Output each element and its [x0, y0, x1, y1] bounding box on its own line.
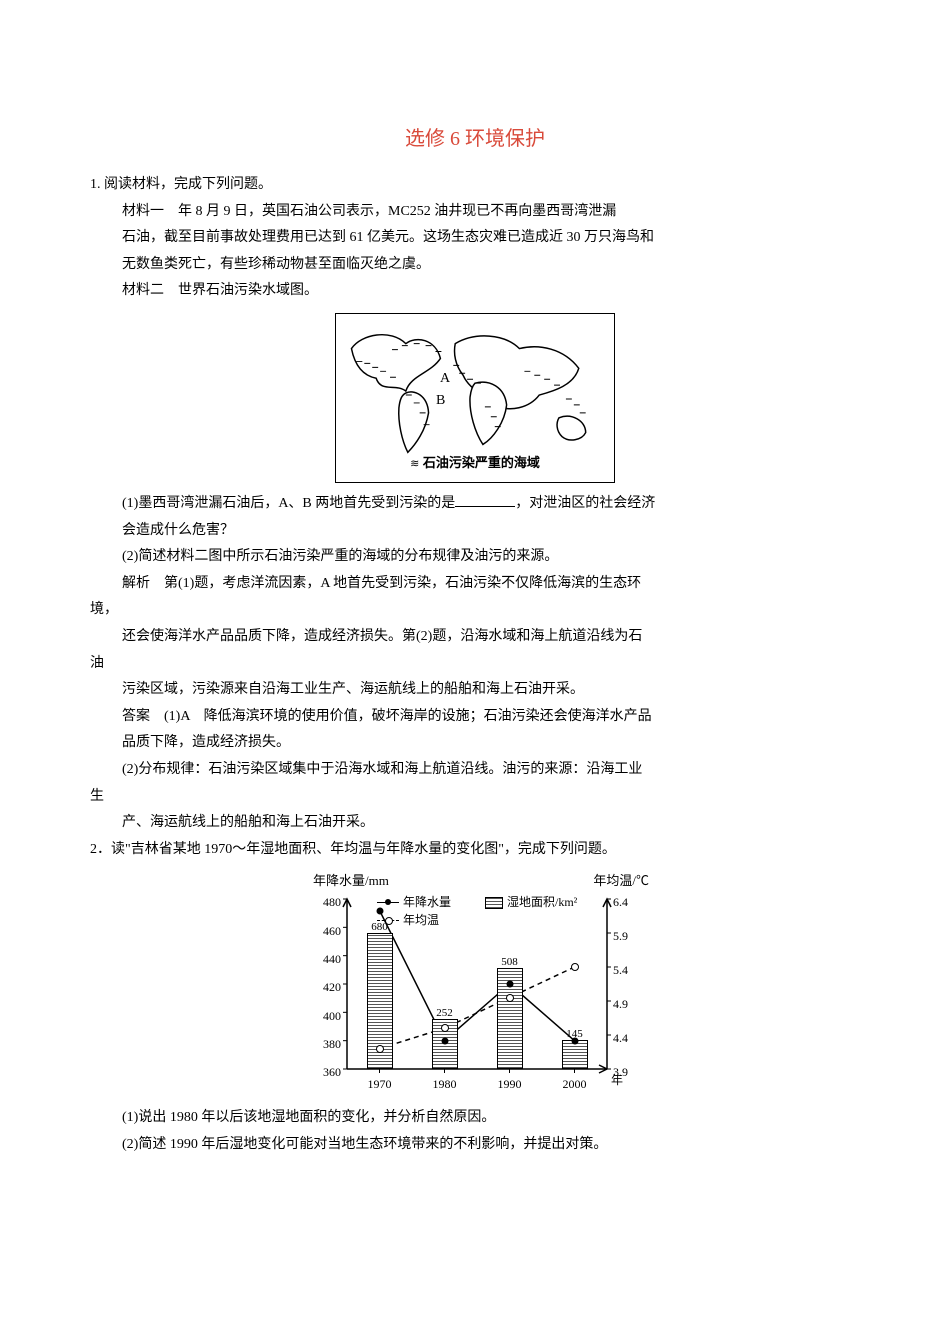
bar-label: 508 — [494, 952, 526, 973]
composite-chart: 年降水量/mm 年均温/℃ 年降水量 湿地面积/km² 年均温 年 360380… — [295, 869, 655, 1099]
q1-mat1-c: 无数鱼类死亡，有些珍稀动物甚至面临灭绝之虞。 — [90, 252, 860, 279]
q1-mat2: 材料二 世界石油污染水域图。 — [90, 278, 860, 305]
y-right-tick: 4.9 — [613, 993, 647, 1016]
q1-number: 1. — [90, 172, 101, 199]
page-title: 选修 6 环境保护 — [90, 120, 860, 158]
map-legend-icon: ≋ — [410, 454, 417, 475]
temp-point — [441, 1024, 449, 1032]
y-left-tick: 380 — [307, 1033, 341, 1056]
q1-open: 阅读材料，完成下列问题。 — [104, 177, 272, 192]
y-right-tick: 3.9 — [613, 1061, 647, 1084]
q2-line: 2．读"吉林省某地 1970～年湿地面积、年均温与年降水量的变化图"，完成下列问… — [90, 837, 860, 864]
precip-point — [506, 981, 513, 988]
y-right-tick: 6.4 — [613, 891, 647, 914]
y-right-tick: 4.4 — [613, 1027, 647, 1050]
q1-sub1-a: (1)墨西哥湾泄漏石油后，A、B 两地首先受到污染的是 — [122, 496, 455, 511]
q1-line: 1. 阅读材料，完成下列问题。 — [90, 172, 860, 199]
q1-ans-1b: 品质下降，造成经济损失。 — [90, 730, 860, 757]
q2-sub2: (2)简述 1990 年后湿地变化可能对当地生态环境带来的不利影响，并提出对策。 — [90, 1132, 860, 1159]
x-tick: 1970 — [360, 1073, 400, 1096]
y-right-tick: 5.4 — [613, 959, 647, 982]
world-map-figure: A B ≋ 石油污染严重的海域 — [335, 313, 615, 483]
chart-svg — [295, 869, 655, 1099]
temp-point — [506, 994, 514, 1002]
blank-fill — [455, 492, 515, 507]
q1-ans-2b: 生 — [90, 784, 860, 811]
map-label-b: B — [436, 388, 445, 415]
y-left-tick: 480 — [307, 891, 341, 914]
q2-number: 2． — [90, 837, 111, 864]
q1-ans-3: 产、海运航线上的船舶和海上石油开采。 — [90, 810, 860, 837]
page: 选修 6 环境保护 1. 阅读材料，完成下列问题。 材料一 年 8 月 9 日，… — [0, 0, 950, 1344]
x-tick: 2000 — [555, 1073, 595, 1096]
q1-sol-2: 还会使海洋水产品品质下降，造成经济损失。第(2)题，沿海水域和海上航道沿线为石 — [90, 624, 860, 651]
precip-point — [441, 1037, 448, 1044]
q1-ans-1: 答案 (1)A 降低海滨环境的使用价值，破坏海岸的设施；石油污染还会使海洋水产品 — [90, 704, 860, 731]
q2-sub1: (1)说出 1980 年以后该地湿地面积的变化，并分析自然原因。 — [90, 1105, 860, 1132]
q1-sol-1b: 境， — [90, 597, 860, 624]
q1-sub1-b: ，对泄油区的社会经济 — [515, 496, 655, 511]
q1-sol-1: 解析 第(1)题，考虑洋流因素，A 地首先受到污染，石油污染不仅降低海滨的生态环 — [90, 571, 860, 598]
y-left-tick: 400 — [307, 1005, 341, 1028]
bar-label: 252 — [429, 1003, 461, 1024]
temp-point — [571, 963, 579, 971]
q1-mat1-b: 石油，截至目前事故处理费用已达到 61 亿美元。这场生态灾难已造成近 30 万只… — [90, 225, 860, 252]
y-left-tick: 440 — [307, 948, 341, 971]
temp-point — [376, 1045, 384, 1053]
q1-sub2: (2)简述材料二图中所示石油污染严重的海域的分布规律及油污的来源。 — [90, 544, 860, 571]
precip-point — [376, 907, 383, 914]
q1-sol-2b: 油 — [90, 651, 860, 678]
q1-ans-2: (2)分布规律：石油污染区域集中于沿海水域和海上航道沿线。油污的来源：沿海工业 — [90, 757, 860, 784]
bar-label: 680 — [364, 917, 396, 938]
precip-point — [571, 1037, 578, 1044]
q1-mat1-a: 材料一 年 8 月 9 日，英国石油公司表示，MC252 油井现已不再向墨西哥湾… — [90, 199, 860, 226]
q1-sub1c: 会造成什么危害？ — [90, 518, 860, 545]
map-caption-row: ≋ 石油污染严重的海域 — [336, 451, 614, 478]
map-caption: 石油污染严重的海域 — [423, 455, 540, 470]
y-left-tick: 460 — [307, 920, 341, 943]
q1-sub1: (1)墨西哥湾泄漏石油后，A、B 两地首先受到污染的是 ，对泄油区的社会经济 — [90, 491, 860, 518]
y-left-tick: 420 — [307, 976, 341, 999]
q2-open: 读"吉林省某地 1970～年湿地面积、年均温与年降水量的变化图"，完成下列问题。 — [111, 842, 616, 857]
y-right-tick: 5.9 — [613, 925, 647, 948]
q1-sol-3: 污染区域，污染源来自沿海工业生产、海运航线上的船舶和海上石油开采。 — [90, 677, 860, 704]
x-tick: 1990 — [490, 1073, 530, 1096]
y-left-tick: 360 — [307, 1061, 341, 1084]
x-tick: 1980 — [425, 1073, 465, 1096]
